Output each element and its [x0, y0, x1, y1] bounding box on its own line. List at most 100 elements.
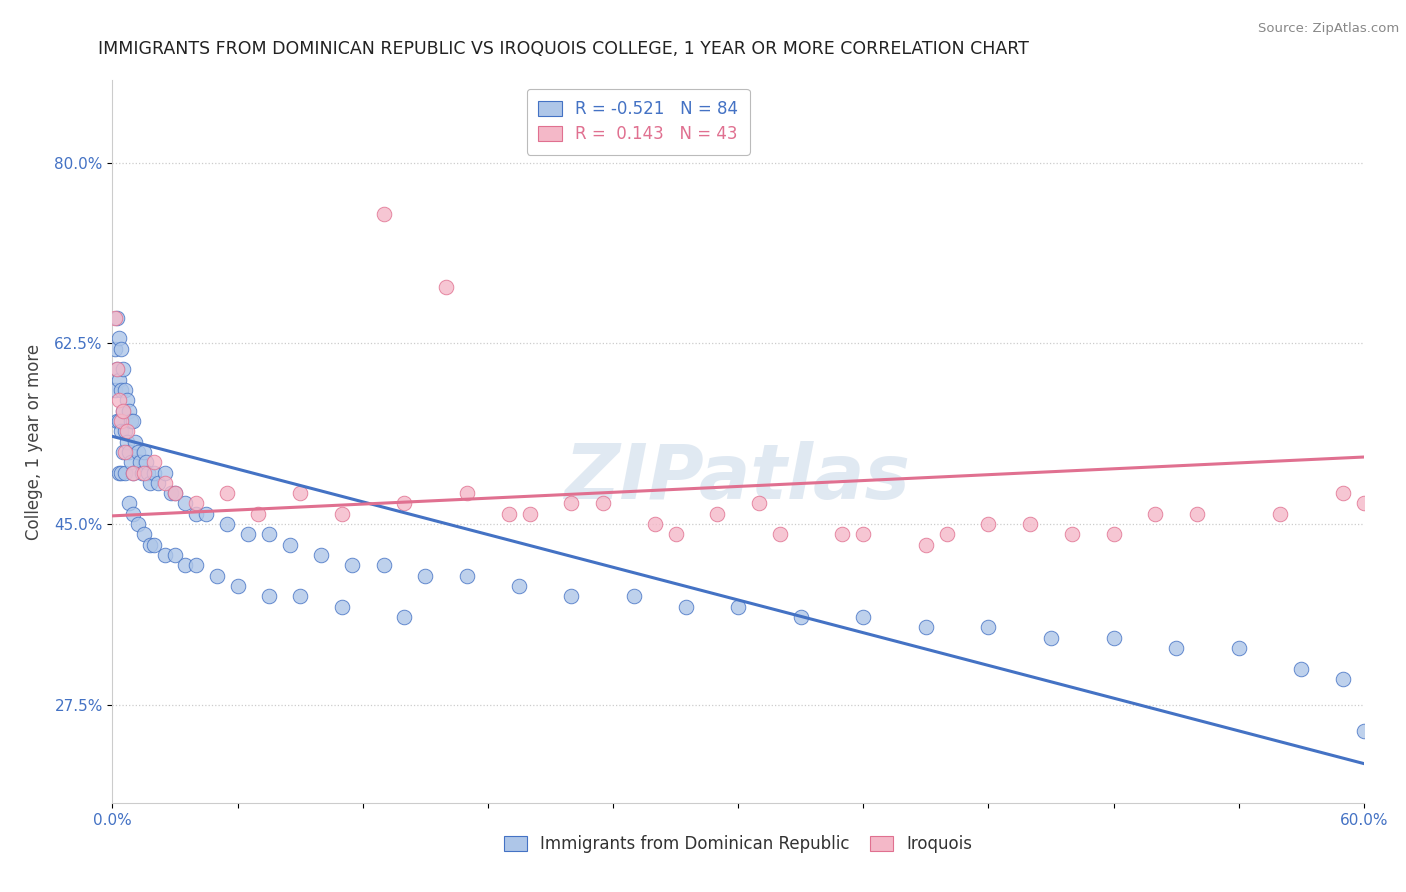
- Point: [122, 466, 145, 480]
- Point: [136, 466, 159, 480]
- Point: [105, 310, 128, 325]
- Point: [153, 475, 176, 490]
- Point: [290, 590, 312, 604]
- Point: [127, 517, 149, 532]
- Point: [915, 620, 938, 634]
- Text: IMMIGRANTS FROM DOMINICAN REPUBLIC VS IROQUOIS COLLEGE, 1 YEAR OR MORE CORRELATI: IMMIGRANTS FROM DOMINICAN REPUBLIC VS IR…: [98, 40, 1029, 58]
- Point: [110, 424, 132, 438]
- Point: [592, 496, 614, 510]
- Point: [163, 486, 186, 500]
- Point: [118, 403, 141, 417]
- Point: [769, 527, 792, 541]
- Point: [205, 568, 228, 582]
- Point: [107, 393, 129, 408]
- Point: [1331, 486, 1354, 500]
- Point: [519, 507, 541, 521]
- Point: [110, 383, 132, 397]
- Y-axis label: College, 1 year or more: College, 1 year or more: [25, 343, 44, 540]
- Point: [103, 383, 125, 397]
- Point: [184, 496, 207, 510]
- Point: [257, 590, 280, 604]
- Point: [508, 579, 530, 593]
- Point: [128, 455, 150, 469]
- Point: [498, 507, 520, 521]
- Point: [706, 507, 728, 521]
- Point: [160, 486, 183, 500]
- Point: [118, 496, 141, 510]
- Point: [122, 466, 145, 480]
- Point: [1102, 631, 1125, 645]
- Point: [110, 414, 132, 428]
- Point: [1331, 672, 1354, 686]
- Point: [132, 466, 155, 480]
- Point: [107, 373, 129, 387]
- Point: [1039, 631, 1063, 645]
- Point: [623, 590, 645, 604]
- Legend: Immigrants from Dominican Republic, Iroquois: Immigrants from Dominican Republic, Iroq…: [498, 828, 979, 860]
- Point: [195, 507, 218, 521]
- Point: [456, 568, 478, 582]
- Point: [110, 466, 132, 480]
- Point: [174, 558, 197, 573]
- Point: [148, 475, 170, 490]
- Point: [977, 517, 1000, 532]
- Point: [103, 310, 125, 325]
- Point: [132, 445, 155, 459]
- Point: [105, 362, 128, 376]
- Point: [107, 466, 129, 480]
- Point: [143, 538, 166, 552]
- Point: [560, 590, 582, 604]
- Point: [111, 403, 134, 417]
- Point: [107, 414, 129, 428]
- Point: [236, 527, 259, 541]
- Point: [675, 599, 697, 614]
- Point: [330, 599, 353, 614]
- Point: [831, 527, 853, 541]
- Point: [114, 445, 136, 459]
- Point: [163, 548, 186, 562]
- Point: [143, 455, 166, 469]
- Text: Source: ZipAtlas.com: Source: ZipAtlas.com: [1258, 22, 1399, 36]
- Point: [330, 507, 353, 521]
- Point: [456, 486, 478, 500]
- Point: [1291, 662, 1313, 676]
- Point: [748, 496, 770, 510]
- Point: [118, 445, 141, 459]
- Point: [727, 599, 749, 614]
- Point: [290, 486, 312, 500]
- Point: [226, 579, 249, 593]
- Point: [1185, 507, 1208, 521]
- Point: [115, 434, 138, 449]
- Point: [122, 414, 145, 428]
- Point: [143, 466, 166, 480]
- Point: [1060, 527, 1083, 541]
- Point: [114, 424, 136, 438]
- Point: [247, 507, 270, 521]
- Point: [105, 414, 128, 428]
- Point: [184, 558, 207, 573]
- Point: [120, 414, 142, 428]
- Point: [139, 475, 162, 490]
- Point: [114, 383, 136, 397]
- Point: [1270, 507, 1292, 521]
- Point: [1164, 640, 1187, 655]
- Point: [1353, 496, 1375, 510]
- Point: [413, 568, 436, 582]
- Point: [278, 538, 301, 552]
- Point: [111, 445, 134, 459]
- Point: [373, 207, 395, 221]
- Point: [135, 455, 157, 469]
- Point: [131, 466, 153, 480]
- Point: [132, 527, 155, 541]
- Point: [342, 558, 364, 573]
- Point: [915, 538, 938, 552]
- Point: [560, 496, 582, 510]
- Point: [124, 434, 146, 449]
- Point: [105, 362, 128, 376]
- Point: [111, 403, 134, 417]
- Point: [852, 610, 875, 624]
- Point: [122, 507, 145, 521]
- Point: [373, 558, 395, 573]
- Point: [163, 486, 186, 500]
- Point: [1353, 723, 1375, 738]
